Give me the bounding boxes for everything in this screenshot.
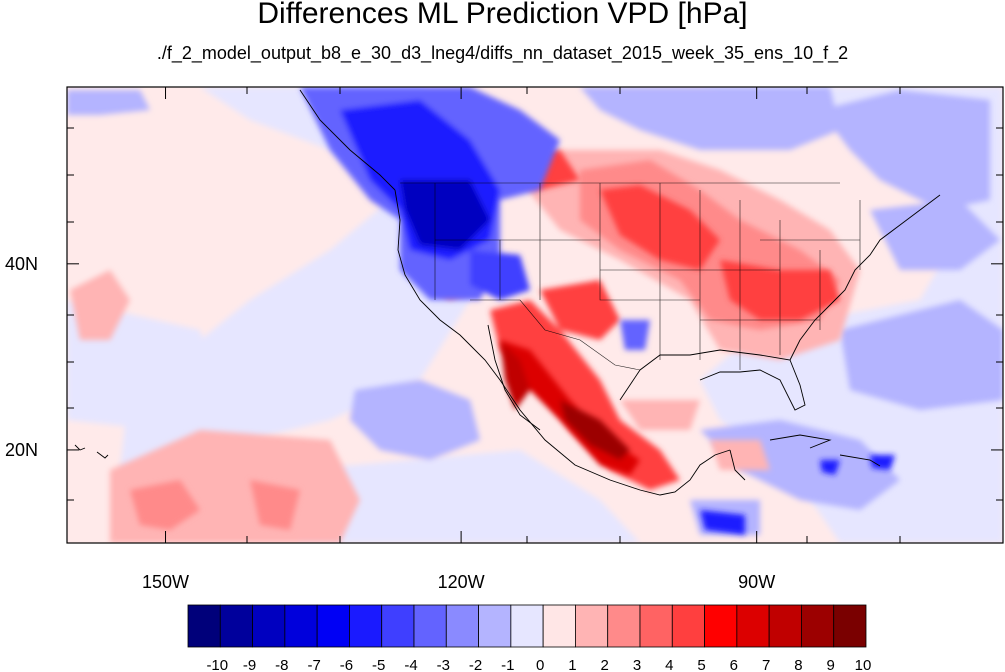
dark-blue-fields [300,87,895,535]
colorbar-swatch [187,604,221,648]
colorbar-label: -1 [501,657,514,672]
map-subtitle: ./f_2_model_output_b8_e_30_d3_lneg4/diff… [156,43,849,63]
y-tick-label: 40N [5,254,38,274]
colorbar-swatch [349,604,383,648]
map-title: Differences ML Prediction VPD [hPa] [257,0,748,30]
coastlines [74,89,941,496]
colorbar-swatch [801,604,835,648]
colorbar-swatch [704,604,738,648]
borders [400,182,861,371]
colorbar-label: -2 [469,657,482,672]
colorbar-label: -3 [437,657,450,672]
colorbar-swatch [413,604,447,648]
colorbar-swatch [284,604,318,648]
colorbar-label: -8 [275,657,288,672]
colorbar-swatch [833,604,867,648]
x-tick-label: 150W [142,572,189,592]
colorbar-label: 7 [762,657,770,672]
colorbar-label: -6 [340,657,353,672]
colorbar-swatch [316,604,350,648]
colorbar-label: -4 [404,657,417,672]
colorbar-swatch [639,604,673,648]
colorbar-swatch [219,604,253,648]
colorbar-label: 5 [697,657,705,672]
colorbar-label: 9 [827,657,835,672]
map-frame [66,86,1004,544]
colorbar-label: -10 [206,657,228,672]
colorbar-label: 2 [601,657,609,672]
frame-ticks [67,87,1003,543]
colorbar-label: 3 [633,657,641,672]
axis-ticks: 150W 120W 90W 40N 20N [5,87,1003,592]
colorbar-label: 8 [794,657,802,672]
colorbar-label: 6 [730,657,738,672]
colorbar-swatch [607,604,641,648]
colorbar-label: -7 [307,657,320,672]
x-tick-label: 120W [438,572,485,592]
blue-fields [67,87,1003,535]
colorbar-label: 1 [568,657,576,672]
colorbar-swatch [542,604,576,648]
dark-red-fields [500,340,640,475]
colorbar-swatch [671,604,705,648]
colorbar-swatch [736,604,770,648]
colorbar-swatch [478,604,512,648]
colorbar-label: 10 [855,657,872,672]
colorbar-swatch [768,604,802,648]
colorbar: -10 -9 -8 -7 -6 -5 -4 -3 -2 -1 0 1 2 3 4 5 6 7 8 9 10 [187,604,872,672]
colorbar-label: -9 [243,657,256,672]
colorbar-swatch [510,604,544,648]
colorbar-swatch [252,604,286,648]
colorbar-label: 0 [536,657,544,672]
colorbar-label: 4 [665,657,673,672]
colorbar-label: -5 [372,657,385,672]
map-panel [67,87,1003,543]
y-tick-label: 20N [5,440,38,460]
x-tick-label: 90W [738,572,775,592]
colorbar-swatch [381,604,415,648]
colorbar-swatch [445,604,479,648]
colorbar-swatch [575,604,609,648]
